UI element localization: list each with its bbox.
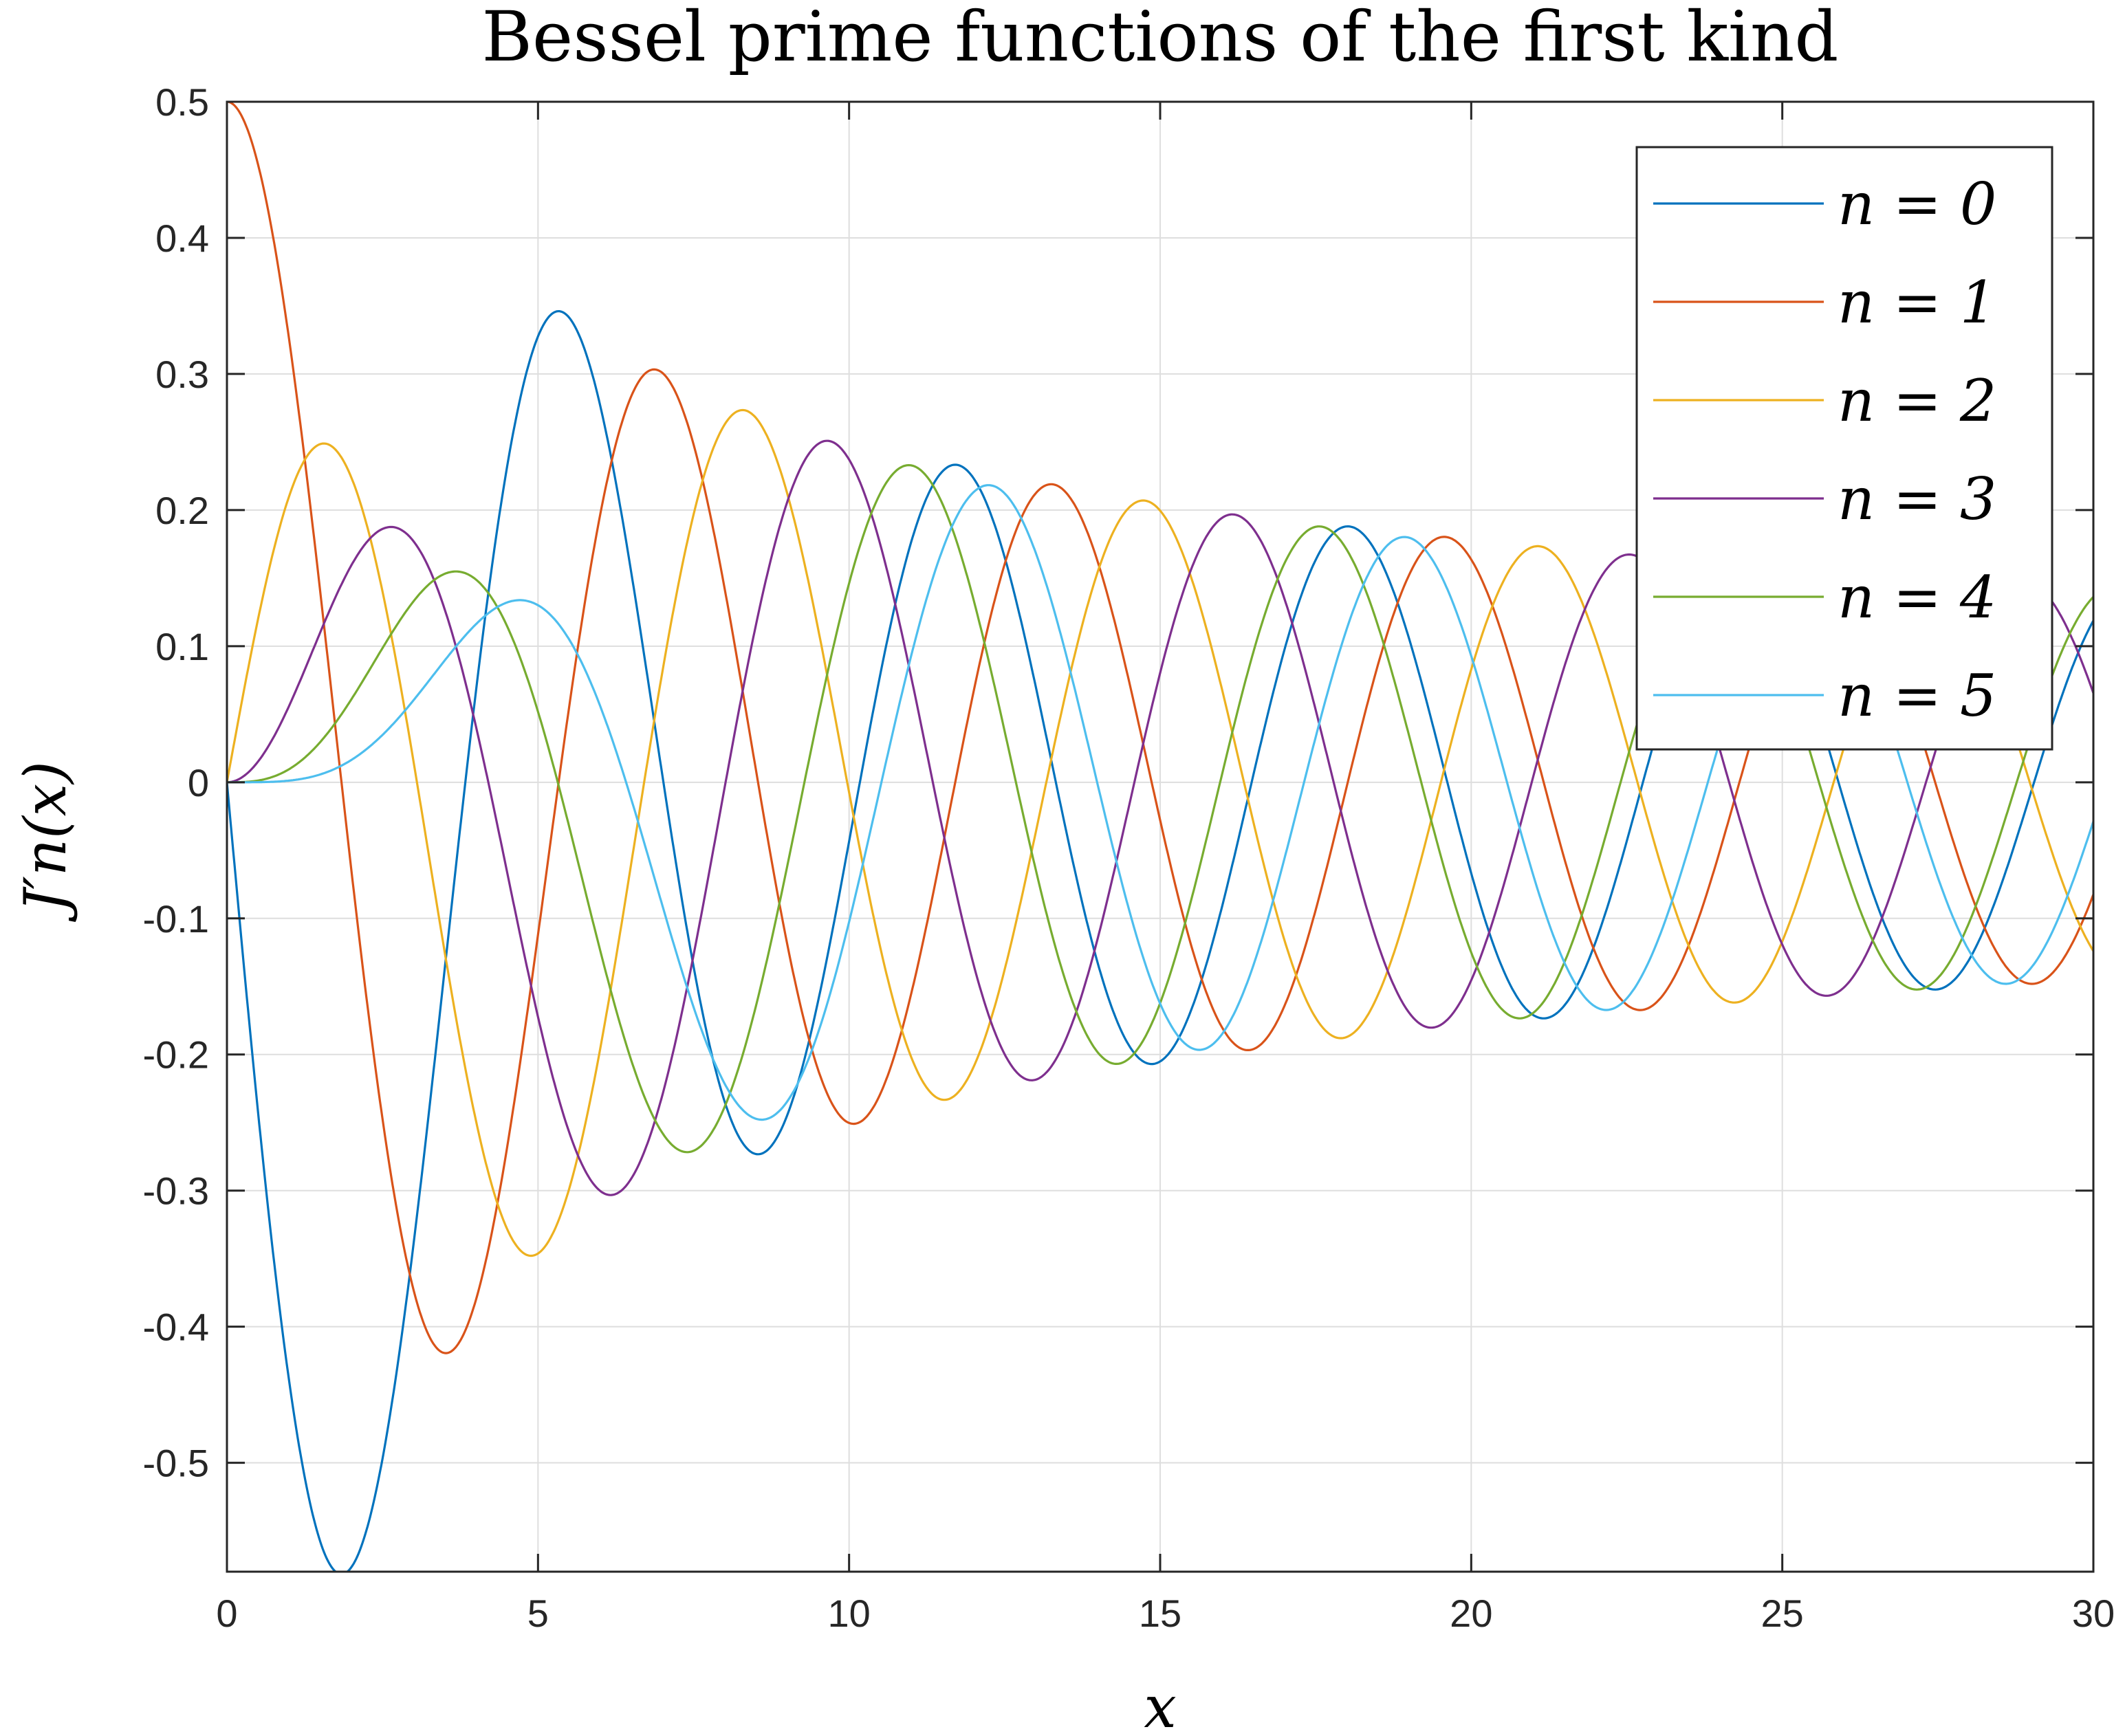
y-tick-label: -0.3 [143,1169,210,1213]
y-tick-label: 0.2 [155,489,209,532]
x-tick-label: 20 [1450,1592,1492,1635]
y-tick-label: -0.4 [143,1306,210,1349]
x-tick-label: 10 [828,1592,871,1635]
chart-title: Bessel prime functions of the first kind [482,0,1839,77]
legend-label-n2: n = 2 [1838,367,1996,435]
x-tick-label: 30 [2072,1592,2115,1635]
x-tick-label: 25 [1761,1592,1804,1635]
y-tick-label: -0.2 [143,1033,210,1077]
y-tick-label: -0.1 [143,897,210,941]
y-tick-label: 0.5 [155,80,209,124]
y-tick-label: 0.1 [155,625,209,668]
legend: n = 0 n = 1 n = 2 n = 3 n = 4 n = 5 [1635,146,2053,751]
legend-label-n3: n = 3 [1838,465,1996,533]
x-axis-label: x [1144,1673,1176,1736]
series-line-n2 [227,408,2093,1257]
y-tick-label: 0 [188,761,209,804]
y-axis-label: J′n(x) [12,761,79,923]
legend-label-n5: n = 5 [1838,662,1996,729]
x-tick-label: 0 [216,1592,237,1635]
x-tick-label: 15 [1139,1592,1181,1635]
y-tick-label: 0.4 [155,217,209,260]
y-tick-label: -0.5 [143,1442,210,1485]
x-tick-label: 5 [527,1592,549,1635]
legend-box [1635,146,2053,751]
x-tick-labels: 0 5 10 15 20 25 30 [216,1592,2115,1635]
tick-marks [226,100,2095,1572]
legend-label-n4: n = 4 [1838,564,1996,631]
y-tick-label: 0.3 [155,353,209,396]
series-line-n3 [227,439,2093,1196]
legend-label-n1: n = 1 [1838,269,1996,336]
y-tick-labels: 0.5 0.4 0.3 0.2 0.1 0 -0.1 -0.2 -0.3 -0.4 -0.5 [143,80,210,1485]
legend-label-n0: n = 0 [1838,171,1996,238]
